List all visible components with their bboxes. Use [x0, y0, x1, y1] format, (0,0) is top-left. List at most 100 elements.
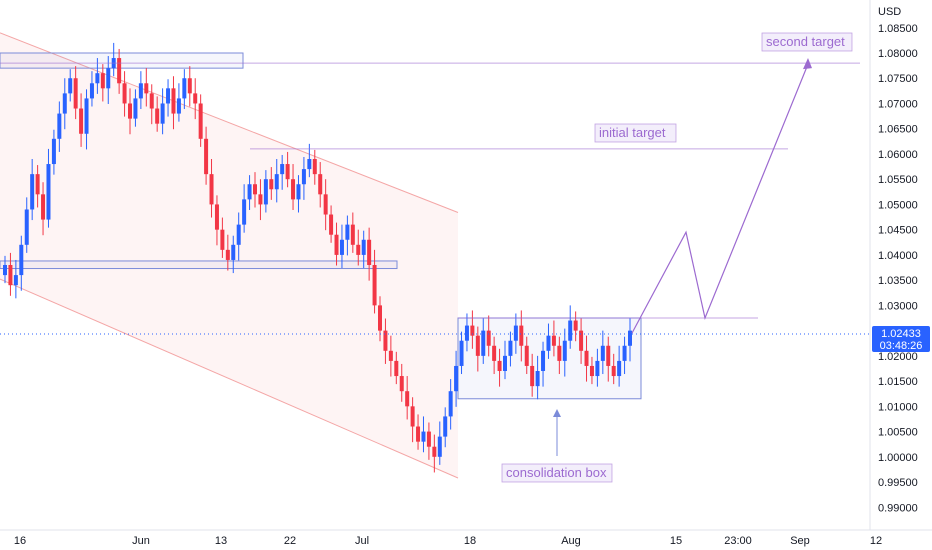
candle-body: [405, 391, 410, 407]
initial-target-label-bg: [594, 123, 677, 143]
candle-body: [280, 164, 285, 175]
candle-body: [198, 103, 203, 139]
candle-body: [388, 350, 393, 361]
candle-body: [166, 88, 171, 104]
candle-body: [334, 234, 339, 255]
x-tick-label: Sep: [790, 535, 810, 547]
candle-body: [160, 103, 165, 124]
candle-body: [584, 350, 589, 366]
y-tick-label: 1.07500: [878, 73, 918, 85]
last-price-bg: [872, 326, 930, 353]
candle-body: [318, 174, 323, 195]
candle-body: [350, 224, 355, 245]
candle-body: [312, 159, 317, 175]
candle-body: [492, 345, 497, 361]
support-zones: [0, 52, 398, 270]
candle-body: [236, 224, 241, 245]
y-tick-label: 1.05000: [878, 199, 918, 211]
y-tick-label: 1.03000: [878, 300, 918, 312]
candle-body: [19, 244, 24, 276]
candle-body: [258, 194, 263, 205]
candle-body: [62, 93, 67, 114]
candle-body: [622, 345, 627, 361]
candle-body: [617, 360, 622, 377]
candle-body: [204, 138, 209, 175]
candle-body: [51, 138, 56, 165]
candle-body: [144, 83, 149, 94]
candle-body: [378, 305, 382, 331]
candle-body: [416, 426, 421, 442]
x-tick-label: 12: [870, 535, 882, 547]
candle-body: [579, 330, 584, 351]
candle-body: [481, 330, 486, 356]
candle-body: [503, 355, 507, 371]
projected-path: [631, 63, 809, 334]
support-zone-lower: [0, 260, 398, 270]
candle-body: [611, 365, 616, 377]
candle-body: [339, 239, 344, 255]
candle-body: [84, 98, 89, 134]
countdown-timer: 03:48:26: [880, 340, 923, 352]
candle-body: [253, 184, 257, 195]
candle-body: [530, 365, 535, 387]
candle-body: [57, 113, 62, 139]
consolidation-box-label-bg: [501, 463, 613, 483]
candle-body: [89, 83, 94, 99]
x-tick-label: Jul: [355, 535, 369, 547]
candle-body: [171, 88, 176, 114]
time-axis[interactable]: 16 Jun 13 22 Jul 18 Aug 15 23:00 Sep 12: [0, 529, 932, 547]
candle-body: [138, 83, 143, 99]
candle-body: [486, 330, 491, 346]
candle-body: [24, 209, 29, 245]
candle-body: [329, 214, 334, 235]
candle-body: [508, 340, 513, 356]
candle-body: [269, 179, 274, 190]
x-tick-label: 22: [284, 535, 296, 547]
currency-label: USD: [878, 6, 901, 18]
candle-body: [274, 174, 279, 190]
y-tick-label: 1.02000: [878, 351, 918, 363]
candle-body: [214, 204, 219, 230]
y-tick-label: 1.08000: [878, 48, 918, 60]
candle-body: [307, 159, 312, 170]
channel-lower-line: [0, 278, 459, 479]
candle-body: [513, 325, 518, 341]
candle-body: [361, 239, 366, 255]
x-tick-label: 15: [670, 535, 682, 547]
candle-body: [432, 446, 437, 457]
candle-body: [568, 320, 573, 341]
support-zone-upper: [0, 52, 244, 69]
candle-body: [551, 335, 556, 346]
candle-body: [546, 335, 551, 351]
candle-body: [383, 330, 388, 351]
price-axis[interactable]: USD 1.08500 1.08000 1.07500 1.07000 1.06500 1…: [869, 0, 918, 530]
y-tick-label: 1.07000: [878, 98, 918, 110]
candle-body: [394, 360, 399, 377]
candle-body: [231, 244, 236, 260]
x-tick-label: 16: [14, 535, 26, 547]
candle-body: [95, 73, 100, 84]
second-target-label-bg: [761, 32, 853, 52]
x-tick-label: 18: [464, 535, 476, 547]
candle-body: [367, 239, 372, 265]
candle-body: [3, 265, 7, 276]
y-tick-label: 1.04000: [878, 250, 918, 262]
candle-body: [117, 58, 122, 84]
candle-body: [106, 68, 111, 89]
candle-body: [187, 78, 192, 94]
candle-body: [410, 406, 415, 427]
candle-body: [372, 265, 377, 306]
candle-body: [589, 365, 594, 377]
x-tick-label: Jun: [132, 535, 150, 547]
candle-body: [100, 73, 105, 89]
candle-body: [247, 184, 252, 200]
candle-body: [182, 78, 187, 99]
candle-body: [541, 350, 546, 371]
candle-body: [562, 340, 567, 361]
candle-body: [220, 229, 225, 250]
candle-body: [535, 371, 540, 387]
x-tick-label: 13: [215, 535, 227, 547]
candle-body: [30, 174, 35, 210]
